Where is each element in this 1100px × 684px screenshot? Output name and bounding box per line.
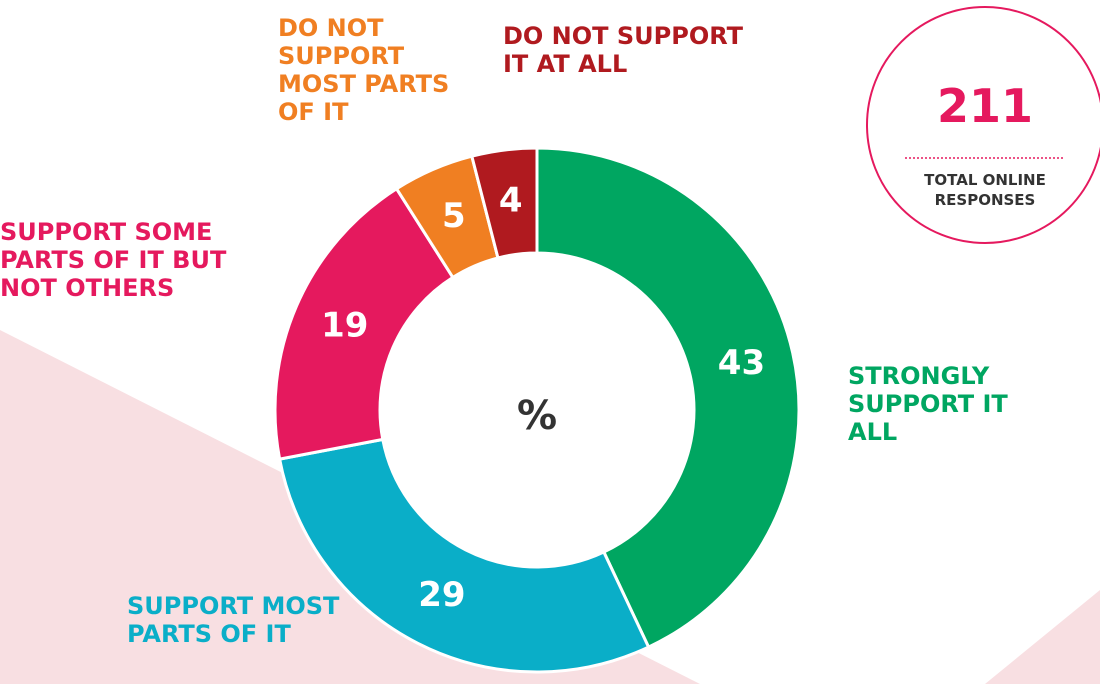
value-label: 43: [718, 343, 765, 383]
slice: [273, 186, 455, 461]
donut: 43 29 19 5 4: [273, 146, 801, 674]
badge-label-box: TOTAL ONLINE RESPONSES: [924, 171, 1046, 209]
slice: [470, 146, 539, 260]
value-label: 19: [321, 305, 368, 345]
category-label: SUPPORT MOST PARTS OF IT: [127, 592, 340, 648]
value-label: 29: [418, 575, 465, 615]
center-label: %: [517, 393, 557, 439]
value-label: 5: [442, 196, 466, 236]
background-shape: [985, 590, 1100, 684]
category-label: DO NOT SUPPORT MOST PARTS OF IT: [278, 14, 450, 126]
category-label: DO NOT SUPPORT IT AT ALL: [503, 22, 744, 78]
value-label: 4: [499, 181, 523, 221]
slice: [535, 146, 801, 650]
badge-circle: [866, 6, 1100, 244]
category-label: STRONGLY SUPPORT IT ALL: [848, 362, 1008, 446]
badge-label: TOTAL ONLINE RESPONSES: [924, 171, 1046, 209]
category-label: SUPPORT SOME PARTS OF IT BUT NOT OTHERS: [0, 218, 227, 302]
badge-value: 211: [937, 79, 1033, 133]
slice: [277, 437, 651, 674]
